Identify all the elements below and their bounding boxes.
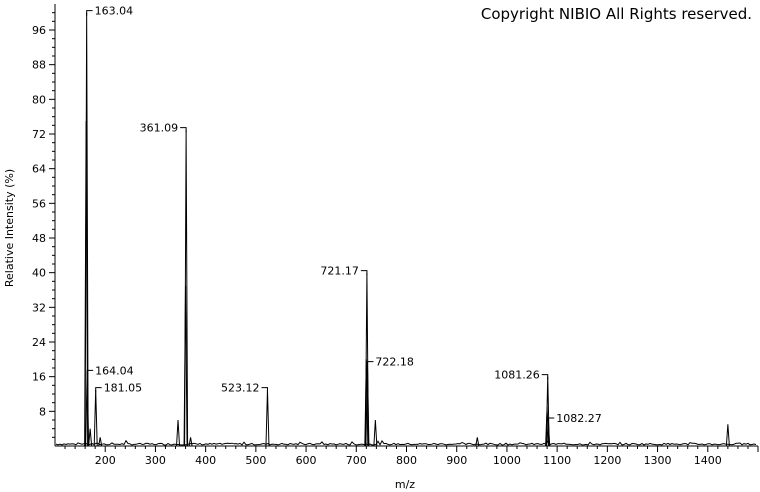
x-tick-label: 800 [396, 454, 417, 467]
spectrum-peak [176, 419, 181, 447]
peak-label: 361.09 [140, 122, 179, 135]
peak-label-connector [541, 374, 549, 380]
y-tick-label: 80 [32, 93, 46, 106]
spectrum-peak [373, 419, 378, 447]
baseline-trace [55, 439, 757, 446]
y-tick-label: 32 [32, 301, 46, 314]
x-tick-label: 600 [296, 454, 317, 467]
y-tick-label: 96 [32, 24, 46, 37]
spectrum-peak [725, 424, 730, 447]
peak-label-connector [180, 127, 187, 133]
peak-label-connector [547, 417, 555, 423]
x-tick-label: 700 [346, 454, 367, 467]
peak-label-connector [360, 270, 368, 276]
peak-label-connector [86, 369, 94, 376]
plot-area [55, 12, 757, 447]
peak-label-connector [86, 10, 93, 16]
peak-label: 722.18 [375, 356, 414, 369]
y-tick-label: 24 [32, 336, 46, 349]
y-axis-title: Relative Intensity (%) [3, 169, 16, 287]
spectrum-peak [188, 437, 193, 447]
peak-label: 1082.27 [556, 412, 602, 425]
peak-label-connector [366, 361, 374, 367]
y-tick-label: 8 [39, 405, 46, 418]
x-tick-label: 400 [195, 454, 216, 467]
spectrum-peak [184, 129, 189, 447]
peak-label-connector [95, 387, 102, 393]
y-tick-label: 88 [32, 59, 46, 72]
peak-label: 164.04 [95, 364, 134, 377]
peak-labels: 163.04 164.04 181.05 361.09 523.12 721.17 722.… [86, 5, 602, 425]
copyright-text: Copyright NIBIO All Rights reserved. [481, 5, 752, 23]
x-tick-label: 1000 [493, 454, 521, 467]
peak-label: 523.12 [221, 382, 260, 395]
spectrum-peak [98, 437, 103, 447]
y-tick-label: 64 [32, 163, 46, 176]
peak-label: 163.04 [95, 5, 134, 18]
spectrum-peak [93, 389, 98, 447]
peak-label: 721.17 [320, 265, 359, 278]
peak-label: 1081.26 [494, 369, 540, 382]
x-tick-label: 900 [446, 454, 467, 467]
x-tick-label: 300 [145, 454, 166, 467]
y-tick-label: 16 [32, 371, 46, 384]
y-tick-label: 56 [32, 197, 46, 210]
spectrum-peak [88, 428, 93, 447]
x-tick-label: 1200 [593, 454, 621, 467]
x-tick-label: 1400 [694, 454, 722, 467]
y-tick-label: 40 [32, 267, 46, 280]
peak-label-connector [261, 387, 268, 393]
x-tick-label: 1300 [644, 454, 672, 467]
x-tick-label: 1100 [543, 454, 571, 467]
y-tick-label: 48 [32, 232, 46, 245]
x-axis-title: m/z [395, 478, 415, 491]
y-tick-label: 72 [32, 128, 46, 141]
peak-label: 181.05 [104, 382, 142, 395]
axes: 200 300 400 500 600 700 800 900 1000 1100 1200 1300… [32, 4, 759, 467]
spectrum-peak [475, 437, 480, 447]
x-tick-label: 200 [95, 454, 116, 467]
spectrum-peak [265, 389, 270, 447]
x-tick-label: 500 [245, 454, 266, 467]
